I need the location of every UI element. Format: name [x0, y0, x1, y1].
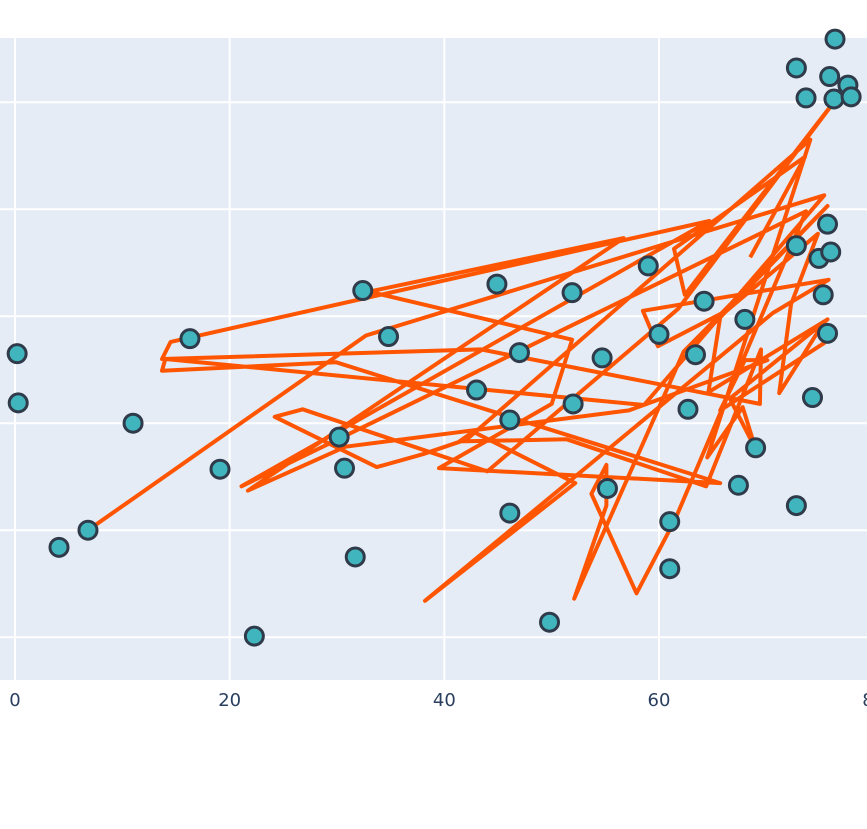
data-point: [648, 323, 670, 345]
data-point: [745, 437, 767, 459]
data-point: [659, 558, 681, 580]
y-gridlines: [0, 101, 867, 639]
data-point: [179, 328, 201, 350]
data-point: [122, 412, 144, 434]
data-point: [77, 519, 99, 541]
data-point: [823, 88, 845, 110]
data-point: [499, 409, 521, 431]
data-point: [48, 536, 70, 558]
plot-background: [0, 38, 867, 680]
data-point: [795, 87, 817, 109]
x-tick-label: 0: [9, 690, 20, 711]
data-point: [561, 282, 583, 304]
data-point: [209, 458, 231, 480]
data-point: [352, 280, 374, 302]
data-point: [637, 255, 659, 277]
marker-series: [6, 28, 862, 647]
data-point: [817, 322, 839, 344]
data-point: [539, 611, 561, 633]
line-series: [86, 91, 843, 603]
data-point: [499, 502, 521, 524]
data-point: [817, 213, 839, 235]
data-point: [840, 86, 862, 108]
data-point: [684, 344, 706, 366]
data-point: [820, 241, 842, 263]
x-tick-label: 20: [218, 690, 241, 711]
data-point: [243, 625, 265, 647]
data-point: [334, 457, 356, 479]
data-point: [693, 290, 715, 312]
data-point: [7, 392, 29, 414]
x-axis: 0 20 40 60 80: [9, 690, 867, 711]
data-point: [344, 546, 366, 568]
data-point: [378, 326, 400, 348]
data-point: [6, 343, 28, 365]
data-point: [785, 57, 807, 79]
data-point: [591, 347, 613, 369]
data-point: [677, 398, 699, 420]
x-tick-label: 40: [433, 690, 456, 711]
x-tick-label: 80: [862, 690, 867, 711]
data-point: [562, 393, 584, 415]
data-point: [819, 66, 841, 88]
x-tick-label: 60: [648, 690, 671, 711]
data-point: [812, 284, 834, 306]
data-point: [508, 342, 530, 364]
data-point: [596, 477, 618, 499]
data-point: [785, 235, 807, 257]
data-point: [466, 379, 488, 401]
data-point: [328, 426, 350, 448]
data-point: [824, 28, 846, 50]
data-point: [727, 474, 749, 496]
data-point: [659, 511, 681, 533]
series-line: [86, 91, 843, 603]
data-point: [785, 495, 807, 517]
data-point: [486, 273, 508, 295]
data-point: [734, 308, 756, 330]
data-point: [801, 387, 823, 409]
